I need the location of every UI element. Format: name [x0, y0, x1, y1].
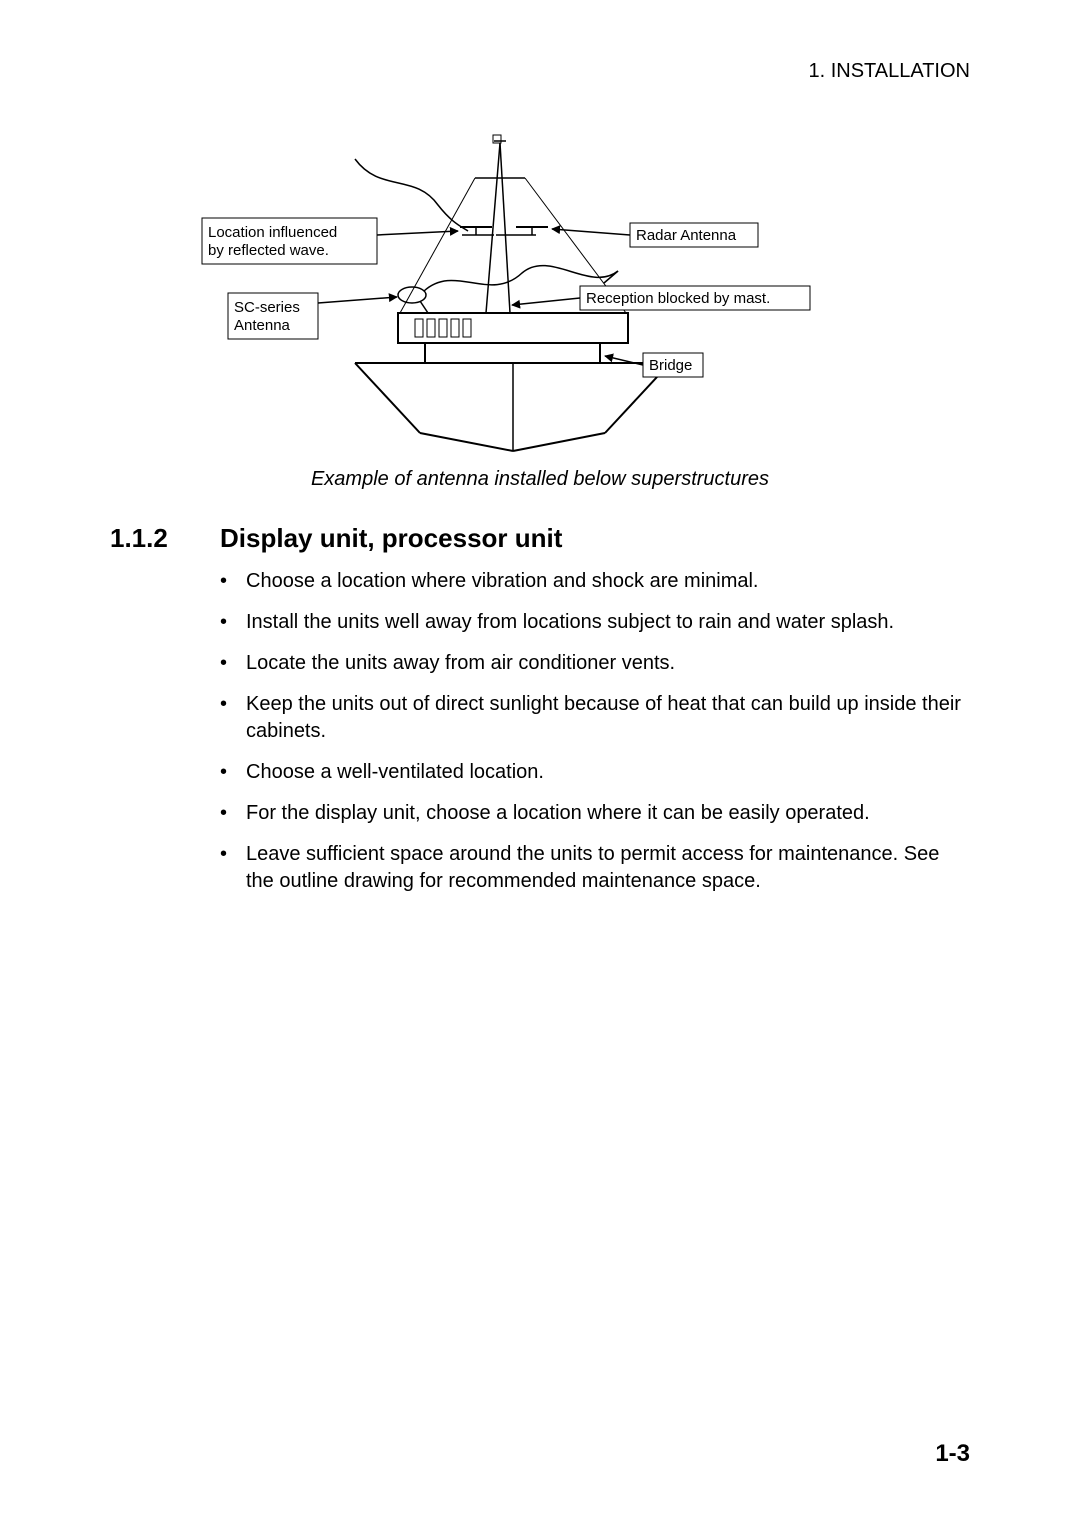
section-title: Display unit, processor unit: [220, 523, 562, 554]
svg-text:Bridge: Bridge: [649, 357, 692, 374]
list-item: Install the units well away from locatio…: [220, 609, 970, 636]
svg-text:Location influenced: Location influenced: [208, 224, 337, 241]
section-heading: 1.1.2 Display unit, processor unit: [110, 523, 970, 554]
antenna-diagram: Location influencedby reflected wave. SC-…: [200, 123, 880, 458]
list-item: Leave sufficient space around the units …: [220, 841, 970, 895]
svg-text:Radar Antenna: Radar Antenna: [636, 227, 737, 244]
list-item: Choose a location where vibration and sh…: [220, 568, 970, 595]
list-item: For the display unit, choose a location …: [220, 800, 970, 827]
bullet-list: Choose a location where vibration and sh…: [220, 568, 970, 895]
svg-text:SC-series: SC-series: [234, 299, 300, 316]
svg-text:Antenna: Antenna: [234, 317, 291, 334]
list-item: Locate the units away from air condition…: [220, 650, 970, 677]
page-header: 1. INSTALLATION: [110, 60, 970, 83]
svg-text:Reception blocked by mast.: Reception blocked by mast.: [586, 290, 770, 307]
list-item: Choose a well-ventilated location.: [220, 759, 970, 786]
svg-text:by reflected wave.: by reflected wave.: [208, 242, 329, 259]
diagram-caption: Example of antenna installed below super…: [110, 468, 970, 491]
section-number: 1.1.2: [110, 523, 220, 554]
page-number: 1-3: [935, 1440, 970, 1468]
list-item: Keep the units out of direct sunlight be…: [220, 691, 970, 745]
